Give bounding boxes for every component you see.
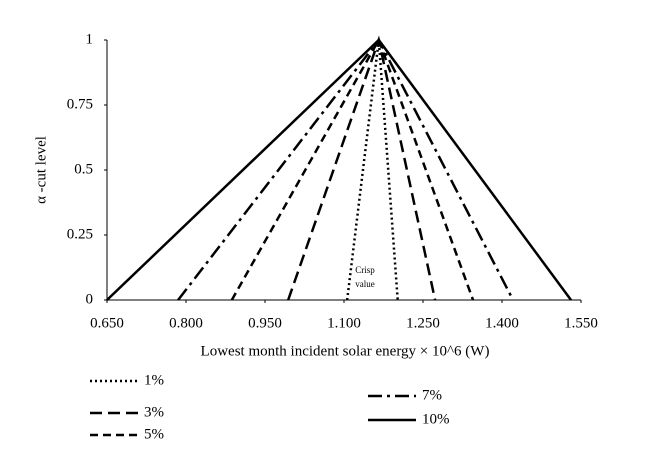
legend-label: 10% xyxy=(422,411,450,427)
x-tick-label: 1.550 xyxy=(564,315,598,331)
series-line xyxy=(106,38,572,301)
x-tick-label: 1.250 xyxy=(406,315,440,331)
annotation: Crisp xyxy=(355,265,375,275)
annotation: value xyxy=(355,279,375,289)
y-tick-label: 0 xyxy=(86,291,94,307)
x-tick-label: 1.400 xyxy=(485,315,519,331)
y-tick-label: 0.5 xyxy=(74,161,93,177)
y-tick-label: 1 xyxy=(86,31,94,47)
legend-label: 7% xyxy=(422,387,442,403)
series-line xyxy=(286,35,437,301)
x-tick-label: 0.800 xyxy=(169,315,203,331)
legend-label: 3% xyxy=(144,404,164,420)
x-tick-label: 1.100 xyxy=(327,315,361,331)
legend-label: 1% xyxy=(144,372,164,388)
series-line xyxy=(230,37,475,301)
y-tick-label: 0.75 xyxy=(67,96,93,112)
x-tick-label: 0.650 xyxy=(90,315,124,331)
x-axis-label: Lowest month incident solar energy × 10^… xyxy=(201,343,490,359)
y-tick-label: 0.25 xyxy=(67,226,93,242)
series-line xyxy=(177,37,515,301)
series-line xyxy=(345,39,399,301)
legend-label: 5% xyxy=(144,426,164,442)
x-tick-label: 0.950 xyxy=(248,315,282,331)
y-axis-label: α -cut level xyxy=(33,136,49,204)
